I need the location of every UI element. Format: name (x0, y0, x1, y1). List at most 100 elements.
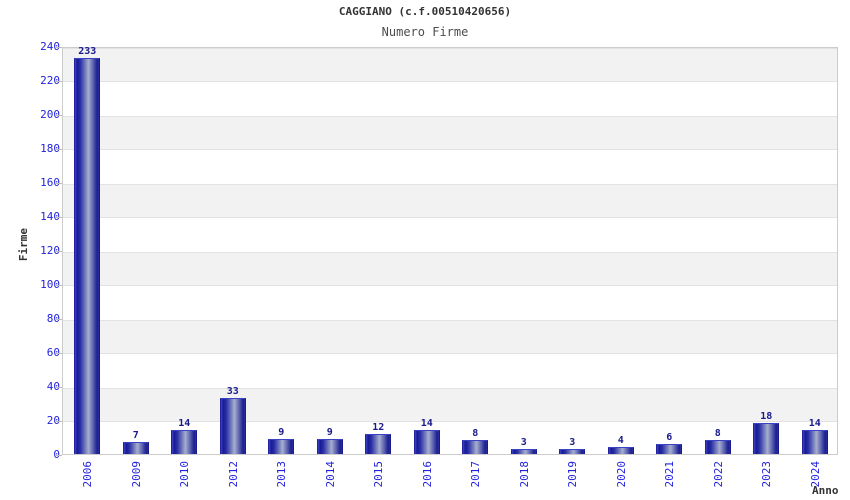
bar-value-label: 33 (226, 385, 239, 397)
x-axis-tick-label: 2006 (81, 461, 95, 488)
bar[interactable] (268, 438, 295, 454)
x-axis-tick-label: 2022 (711, 461, 725, 488)
bar-slot: 233 (63, 45, 112, 454)
grid-band (63, 252, 837, 286)
bar-value-label: 6 (666, 431, 673, 443)
bar[interactable] (753, 423, 780, 454)
y-axis-tick-label: 120 (40, 244, 60, 257)
bar-slot: 8 (694, 48, 743, 454)
x-axis-tick-label: 2021 (663, 461, 677, 488)
x-axis-tick-label: 2016 (420, 461, 434, 488)
bar[interactable] (122, 442, 149, 454)
grid-band (63, 388, 837, 422)
bar-slot: 3 (500, 48, 549, 454)
bar-value-label: 7 (132, 430, 139, 442)
bar-slot: 18 (742, 48, 791, 454)
bar-value-label: 9 (326, 426, 333, 438)
y-axis-tick-label: 0 (14, 448, 60, 461)
y-axis-tick-mark (56, 149, 62, 150)
x-axis-tick-label: 2023 (760, 461, 774, 488)
bar[interactable] (413, 430, 440, 454)
x-axis-tick-label: 2014 (323, 461, 337, 488)
bar-value-label: 4 (617, 435, 624, 447)
y-axis-tick-mark (56, 387, 62, 388)
bar-value-label: 14 (178, 418, 191, 430)
y-axis-tick-label: 220 (40, 74, 60, 87)
y-axis-tick-label: 240 (40, 40, 60, 53)
bar[interactable] (704, 440, 731, 454)
bar-slot: 12 (354, 48, 403, 454)
bar[interactable] (656, 443, 683, 454)
bar-slot: 14 (791, 48, 840, 454)
y-axis-tick-label: 160 (40, 176, 60, 189)
bar-value-label: 12 (372, 421, 385, 433)
bar[interactable] (607, 447, 634, 454)
bar[interactable] (559, 448, 586, 454)
y-axis-tick-mark (56, 285, 62, 286)
bar-slot: 14 (403, 48, 452, 454)
y-axis-tick-label: 40 (46, 380, 60, 393)
chart-title: CAGGIANO (c.f.00510420656) (338, 5, 512, 18)
x-axis-tick-label: 2015 (372, 461, 386, 488)
bar-value-label: 9 (278, 426, 285, 438)
plot-area: 233 7 14 33 9 9 12 14 8 3 3 4 6 8 18 14 (62, 45, 840, 455)
y-axis-tick-mark (56, 319, 62, 320)
bar-value-label: 14 (808, 418, 821, 430)
y-axis-tick-mark (56, 217, 62, 218)
y-axis-tick-label: 140 (40, 210, 60, 223)
bar-slot: 3 (548, 48, 597, 454)
chart-subtitle: Numero Firme (381, 25, 469, 39)
y-axis-tick-label: 180 (40, 142, 60, 155)
y-axis-tick-mark (56, 47, 62, 48)
bar-slot: 8 (451, 48, 500, 454)
grid-band (63, 116, 837, 150)
bar[interactable] (462, 440, 489, 454)
bar[interactable] (219, 397, 246, 454)
x-axis-tick-label: 2020 (614, 461, 628, 488)
bar[interactable] (74, 57, 101, 454)
y-axis-tick-label: 200 (40, 108, 60, 121)
bar-value-label: 18 (760, 411, 773, 423)
x-axis-tick-label: 2012 (226, 461, 240, 488)
x-axis-tick-label: 2017 (469, 461, 483, 488)
y-axis-tick-mark (56, 421, 62, 422)
x-axis-tick-label: 2013 (275, 461, 289, 488)
bar-slot: 6 (645, 48, 694, 454)
bar-slot: 33 (209, 48, 258, 454)
bar-value-label: 3 (520, 436, 527, 448)
y-axis-tick-mark (56, 251, 62, 252)
y-axis-tick-label: 20 (46, 414, 60, 427)
bar-series: 233 7 14 33 9 9 12 14 8 3 3 4 6 8 18 14 (63, 45, 840, 454)
bar-value-label: 8 (472, 428, 479, 440)
bar[interactable] (510, 448, 537, 454)
bar-slot: 9 (257, 48, 306, 454)
bar-slot: 4 (597, 48, 646, 454)
y-axis-tick-mark (56, 183, 62, 184)
x-axis-label: Anno (812, 484, 839, 497)
y-axis-tick-mark (56, 81, 62, 82)
grid-band (63, 320, 837, 354)
y-axis-tick-mark (56, 353, 62, 354)
bar-value-label: 14 (420, 418, 433, 430)
bar-slot: 14 (160, 48, 209, 454)
y-axis-tick-label: 80 (46, 312, 60, 325)
bar[interactable] (365, 433, 392, 454)
x-axis-tick-label: 2018 (517, 461, 531, 488)
bar[interactable] (171, 430, 198, 454)
y-axis-tick-label: 60 (46, 346, 60, 359)
bar-value-label: 8 (714, 428, 721, 440)
x-axis-tick-label: 2009 (129, 461, 143, 488)
grid-band (63, 48, 837, 82)
bar[interactable] (316, 438, 343, 454)
grid-band (63, 184, 837, 218)
bar[interactable] (801, 430, 828, 454)
x-axis-tick-label: 2024 (808, 461, 822, 488)
y-axis-tick-label: 100 (40, 278, 60, 291)
y-axis-tick-mark (56, 115, 62, 116)
bar-slot: 7 (112, 48, 161, 454)
bar-value-label: 233 (78, 45, 97, 57)
x-axis-tick-label: 2010 (178, 461, 192, 488)
x-axis-tick-label: 2019 (566, 461, 580, 488)
bar-slot: 9 (306, 48, 355, 454)
